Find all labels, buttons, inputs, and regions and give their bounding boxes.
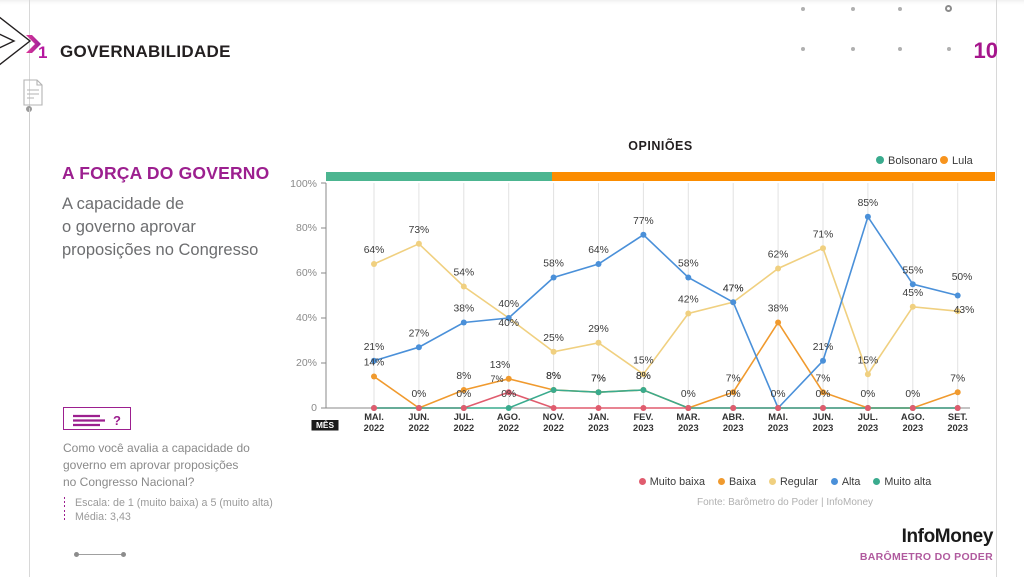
svg-text:58%: 58% bbox=[543, 259, 564, 270]
svg-text:55%: 55% bbox=[902, 265, 923, 276]
svg-text:0%: 0% bbox=[771, 389, 786, 400]
svg-text:42%: 42% bbox=[678, 295, 699, 306]
svg-text:JAN.: JAN. bbox=[588, 412, 609, 422]
svg-text:2022: 2022 bbox=[409, 423, 430, 433]
svg-text:64%: 64% bbox=[588, 245, 609, 256]
svg-text:JUL.: JUL. bbox=[454, 412, 474, 422]
svg-text:45%: 45% bbox=[902, 288, 923, 299]
svg-text:0%: 0% bbox=[816, 389, 831, 400]
svg-text:Lula: Lula bbox=[952, 155, 974, 167]
svg-text:0%: 0% bbox=[905, 389, 920, 400]
svg-text:2023: 2023 bbox=[902, 423, 923, 433]
svg-text:50%: 50% bbox=[952, 272, 973, 283]
svg-text:7%: 7% bbox=[490, 374, 503, 384]
svg-text:14%: 14% bbox=[364, 358, 385, 369]
svg-text:0%: 0% bbox=[681, 389, 696, 400]
svg-text:8%: 8% bbox=[456, 371, 471, 382]
svg-text:60%: 60% bbox=[296, 267, 317, 279]
svg-text:2023: 2023 bbox=[858, 423, 879, 433]
svg-text:MAI.: MAI. bbox=[364, 412, 384, 422]
svg-text:73%: 73% bbox=[409, 225, 430, 236]
svg-text:0%: 0% bbox=[501, 389, 516, 400]
svg-text:MAI.: MAI. bbox=[768, 412, 788, 422]
svg-text:71%: 71% bbox=[813, 229, 834, 240]
svg-text:ABR.: ABR. bbox=[722, 412, 745, 422]
svg-text:2023: 2023 bbox=[588, 423, 609, 433]
svg-text:JUN.: JUN. bbox=[408, 412, 429, 422]
svg-text:FEV.: FEV. bbox=[633, 412, 653, 422]
svg-text:21%: 21% bbox=[364, 342, 385, 353]
svg-text:54%: 54% bbox=[453, 268, 474, 279]
svg-text:AGO.: AGO. bbox=[497, 412, 521, 422]
svg-text:2023: 2023 bbox=[768, 423, 789, 433]
svg-text:47%: 47% bbox=[723, 283, 744, 294]
svg-text:25%: 25% bbox=[543, 333, 564, 344]
svg-text:38%: 38% bbox=[768, 304, 789, 315]
svg-text:2023: 2023 bbox=[947, 423, 968, 433]
svg-text:58%: 58% bbox=[678, 259, 699, 270]
svg-text:2023: 2023 bbox=[813, 423, 834, 433]
svg-text:40%: 40% bbox=[498, 318, 519, 329]
svg-text:2022: 2022 bbox=[453, 423, 474, 433]
svg-text:62%: 62% bbox=[768, 250, 789, 261]
svg-text:2022: 2022 bbox=[498, 423, 519, 433]
svg-text:29%: 29% bbox=[588, 324, 609, 335]
svg-text:100%: 100% bbox=[290, 178, 317, 190]
svg-text:20%: 20% bbox=[296, 357, 317, 369]
svg-text:MÊS: MÊS bbox=[316, 419, 334, 430]
svg-text:85%: 85% bbox=[858, 198, 879, 209]
svg-text:21%: 21% bbox=[813, 342, 834, 353]
svg-text:2023: 2023 bbox=[723, 423, 744, 433]
svg-text:15%: 15% bbox=[633, 355, 654, 366]
svg-text:40%: 40% bbox=[296, 312, 317, 324]
svg-text:43%: 43% bbox=[954, 305, 975, 316]
svg-text:7%: 7% bbox=[591, 373, 606, 384]
svg-text:7%: 7% bbox=[950, 373, 965, 384]
svg-text:40%: 40% bbox=[498, 299, 519, 310]
svg-text:0%: 0% bbox=[411, 389, 426, 400]
svg-text:7%: 7% bbox=[726, 373, 741, 384]
svg-text:13%: 13% bbox=[490, 360, 511, 371]
svg-text:77%: 77% bbox=[633, 216, 654, 227]
svg-text:SET.: SET. bbox=[948, 412, 968, 422]
svg-text:0%: 0% bbox=[726, 389, 741, 400]
svg-text:MAR.: MAR. bbox=[676, 412, 700, 422]
svg-text:64%: 64% bbox=[364, 245, 385, 256]
svg-text:27%: 27% bbox=[409, 328, 430, 339]
svg-text:8%: 8% bbox=[636, 371, 651, 382]
svg-text:38%: 38% bbox=[453, 304, 474, 315]
svg-text:15%: 15% bbox=[858, 355, 879, 366]
svg-text:2023: 2023 bbox=[678, 423, 699, 433]
svg-text:2022: 2022 bbox=[543, 423, 564, 433]
svg-text:JUN.: JUN. bbox=[812, 412, 833, 422]
svg-text:0: 0 bbox=[311, 402, 317, 414]
svg-text:NOV.: NOV. bbox=[543, 412, 565, 422]
svg-text:2022: 2022 bbox=[364, 423, 385, 433]
svg-text:Bolsonaro: Bolsonaro bbox=[888, 155, 938, 167]
svg-text:80%: 80% bbox=[296, 222, 317, 234]
svg-text:JUL.: JUL. bbox=[858, 412, 878, 422]
svg-text:AGO.: AGO. bbox=[901, 412, 925, 422]
svg-text:7%: 7% bbox=[816, 373, 831, 384]
svg-text:0%: 0% bbox=[456, 389, 471, 400]
svg-text:0%: 0% bbox=[860, 389, 875, 400]
svg-text:8%: 8% bbox=[546, 371, 561, 382]
svg-text:2023: 2023 bbox=[633, 423, 654, 433]
